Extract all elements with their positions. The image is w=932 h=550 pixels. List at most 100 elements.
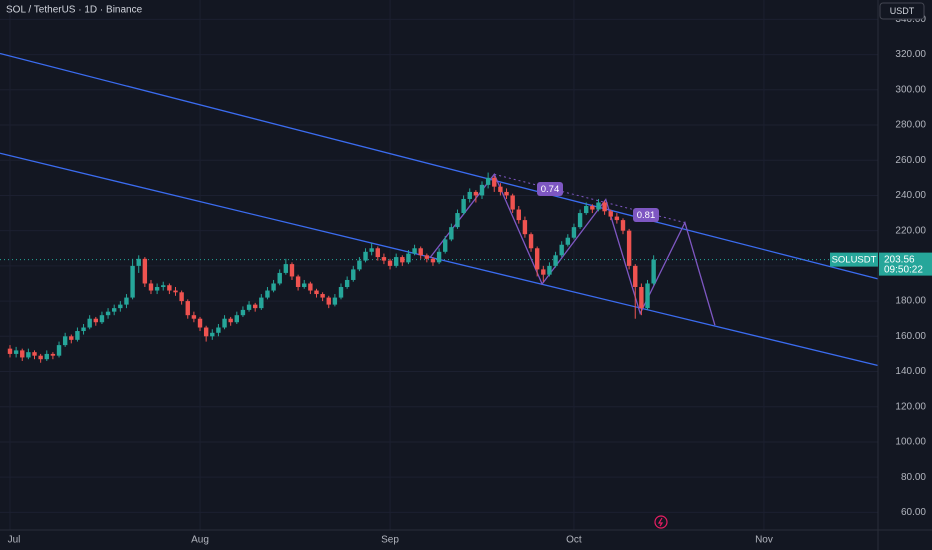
candle-body — [197, 318, 203, 328]
candle-body — [584, 206, 589, 214]
candle-body — [590, 206, 595, 210]
trend-line — [429, 173, 716, 326]
candle-body — [620, 220, 626, 231]
candle-body — [81, 327, 86, 332]
candle-body — [363, 251, 368, 261]
y-tick-label: 160.00 — [895, 331, 926, 342]
symbol-label: SOLUSDT — [832, 255, 877, 266]
y-tick-label: 220.00 — [895, 225, 926, 236]
candle-body — [259, 297, 264, 309]
candle-body — [32, 352, 37, 356]
candle-body — [62, 336, 68, 346]
candle-body — [69, 336, 74, 340]
candle-body — [406, 253, 411, 263]
y-tick-label: 120.00 — [895, 401, 926, 412]
candle-body — [387, 260, 393, 266]
candle-body — [393, 257, 399, 266]
y-tick-label: 260.00 — [895, 155, 926, 166]
y-tick-label: 140.00 — [895, 366, 926, 377]
candle-body — [136, 258, 141, 266]
candle-body — [161, 285, 166, 288]
y-tick-label: 340.00 — [895, 14, 926, 25]
x-tick-label: Aug — [191, 535, 209, 546]
currency-label[interactable]: USDT — [890, 6, 915, 16]
candle-body — [467, 191, 472, 199]
trend-line — [0, 52, 879, 280]
candle-body — [344, 279, 350, 288]
candle-body — [295, 276, 301, 288]
candle-body — [436, 251, 442, 263]
candle-body — [424, 255, 430, 259]
candle-body — [320, 294, 325, 298]
x-tick-label: Sep — [381, 535, 399, 546]
candle-body — [338, 287, 344, 298]
candle-body — [375, 248, 380, 258]
ratio-badge — [633, 208, 659, 222]
candle-body — [449, 227, 454, 240]
bolt-glyph[interactable] — [657, 517, 664, 527]
candle-body — [504, 191, 509, 196]
y-tick-label: 80.00 — [901, 472, 926, 483]
candle-body — [265, 290, 270, 298]
price-label: 203.56 — [884, 254, 915, 265]
y-tick-label: 240.00 — [895, 190, 926, 201]
candle-body — [148, 283, 154, 291]
candle-body — [252, 304, 258, 309]
candle-body — [314, 290, 319, 295]
candle-body — [277, 272, 282, 284]
candles — [7, 172, 656, 363]
candle-body — [479, 184, 485, 196]
candle-body — [559, 244, 564, 256]
candle-body — [179, 292, 184, 302]
candle-body — [271, 283, 276, 291]
candle-body — [124, 297, 129, 305]
candle-body — [99, 315, 105, 323]
x-tick-label: Oct — [566, 535, 582, 546]
candle-body — [492, 177, 497, 187]
candle-body — [50, 353, 56, 356]
candle-body — [75, 331, 80, 340]
candle-body — [602, 202, 607, 212]
candle-body — [167, 285, 172, 291]
candle-body — [534, 248, 540, 270]
candle-body — [185, 301, 190, 316]
candle-body — [639, 287, 644, 309]
candle-body — [7, 348, 13, 354]
candle-body — [485, 177, 491, 185]
candle-body — [289, 264, 295, 277]
candle-body — [105, 311, 111, 316]
symbol-badge — [830, 252, 878, 267]
ratio-label: 0.74 — [541, 184, 560, 195]
candle-body — [430, 258, 436, 263]
candle-body — [528, 234, 534, 249]
candle-body — [302, 283, 307, 288]
currency-button[interactable] — [879, 2, 925, 20]
candle-body — [553, 255, 558, 266]
candle-body — [112, 308, 117, 312]
candle-body — [626, 230, 632, 266]
candle-body — [461, 198, 466, 214]
candle-body — [326, 297, 331, 305]
candle-body — [400, 257, 405, 263]
candle-body — [614, 216, 620, 221]
bolt-circle[interactable] — [654, 515, 668, 529]
candle-body — [210, 332, 215, 337]
y-tick-label: 320.00 — [895, 49, 926, 60]
x-tick-label: Jul — [8, 535, 21, 546]
candle-body — [130, 265, 135, 298]
countdown-label: 09:50:22 — [884, 264, 923, 275]
candle-body — [565, 237, 571, 245]
y-tick-label: 100.00 — [895, 437, 926, 448]
candle-body — [510, 195, 515, 210]
candle-body — [93, 318, 99, 323]
candle-body — [228, 318, 233, 323]
candle-body — [240, 309, 246, 316]
bolt-icon[interactable] — [654, 515, 668, 529]
candle-body — [608, 211, 613, 217]
y-tick-label: 300.00 — [895, 84, 926, 95]
candle-body — [173, 290, 178, 293]
candle-body — [351, 269, 356, 280]
candle-body — [234, 315, 240, 323]
